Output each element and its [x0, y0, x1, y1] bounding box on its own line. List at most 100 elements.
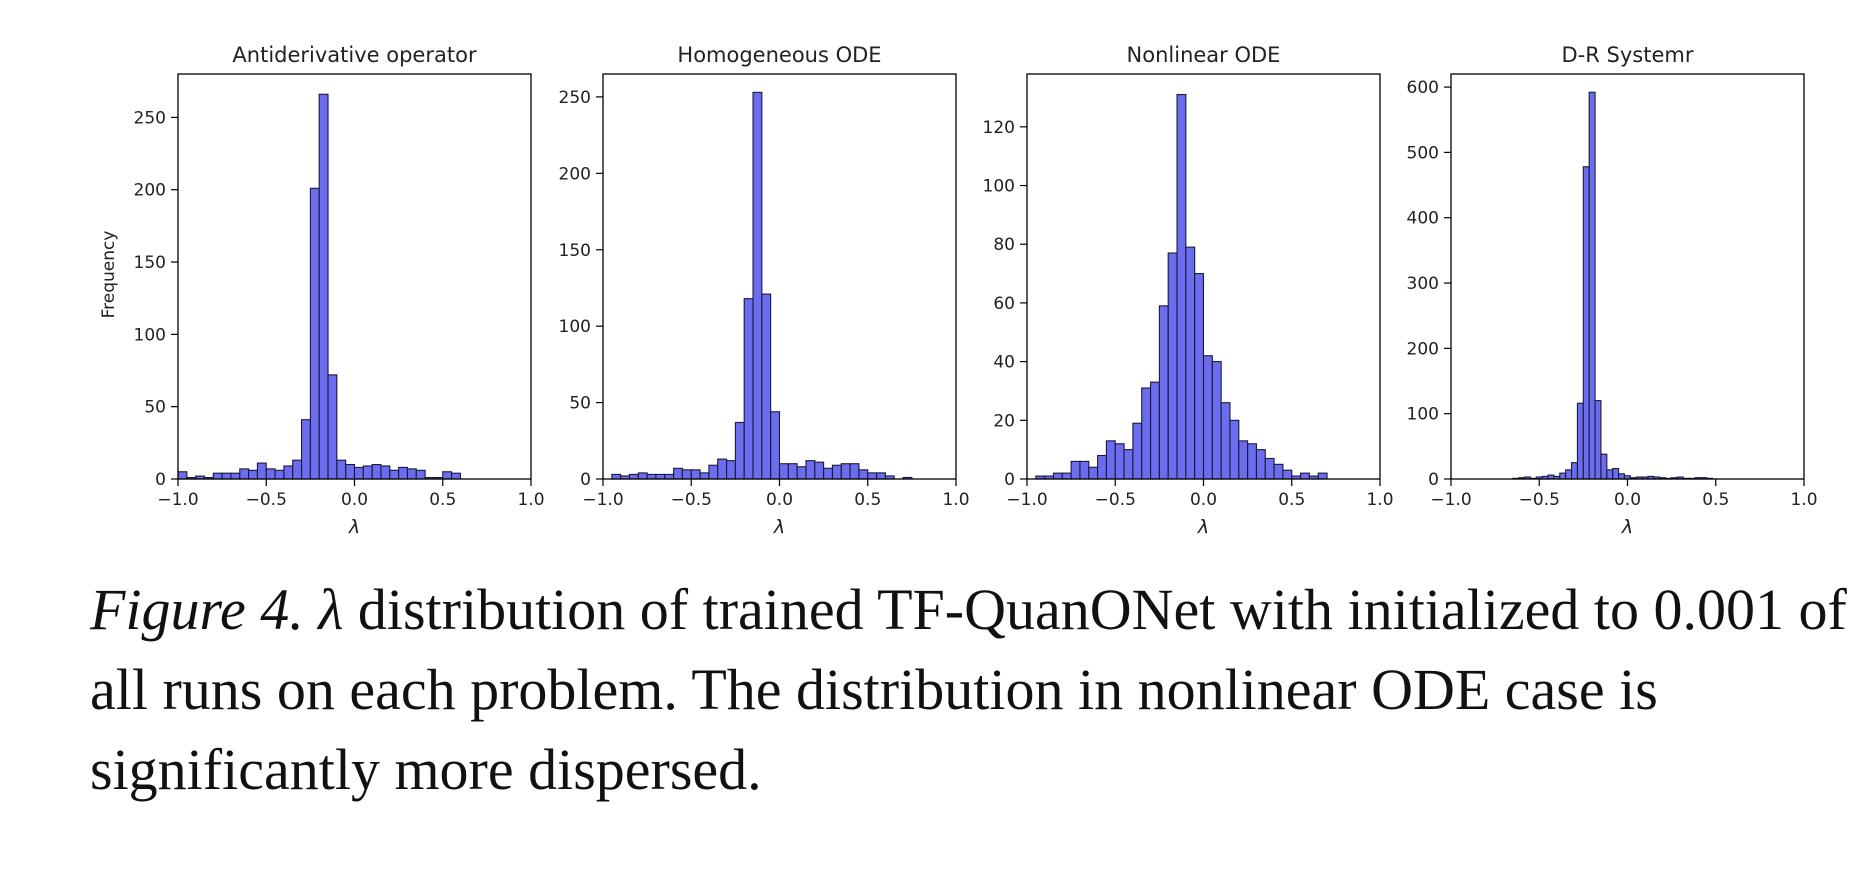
panel-title: Nonlinear ODE — [1127, 43, 1281, 67]
x-tick-label: 1.0 — [517, 490, 544, 510]
histogram-bar — [1114, 443, 1125, 480]
histogram-bar — [1559, 472, 1567, 480]
histogram-bar — [1565, 469, 1573, 480]
histogram-bar — [770, 411, 781, 480]
histogram-bar — [1264, 457, 1275, 480]
histogram-bar — [646, 473, 657, 480]
histogram-bar — [1317, 472, 1328, 480]
histogram-bar — [1097, 454, 1107, 480]
y-tick-label: 400 — [1407, 209, 1439, 229]
histogram-bar — [743, 298, 754, 480]
histogram-bar — [309, 187, 320, 480]
histogram-bar — [1088, 466, 1099, 480]
histogram-bar — [814, 461, 825, 480]
y-tick-label: 100 — [1407, 405, 1439, 425]
caption-text: distribution of trained TF-QuanONet with… — [90, 577, 1847, 802]
x-axis-label: λ — [348, 516, 360, 538]
histogram-bar — [1052, 472, 1063, 480]
histogram-bar — [1282, 469, 1293, 480]
histogram-bar — [1141, 387, 1152, 480]
histogram-bar — [1612, 467, 1620, 480]
histogram-bar — [778, 463, 789, 480]
histogram-bar — [1211, 361, 1222, 480]
histogram-bar — [1273, 463, 1284, 480]
histogram-bar — [230, 472, 241, 480]
histogram-bar — [274, 469, 285, 480]
histogram-bar — [734, 421, 745, 480]
histogram-bar — [239, 468, 250, 480]
y-tick-label: 50 — [569, 394, 591, 414]
histogram-bar — [787, 463, 798, 480]
y-tick-label: 100 — [559, 317, 591, 337]
histogram-bar — [1606, 469, 1614, 480]
plot-frame — [1450, 73, 1805, 480]
histogram-bar — [380, 465, 391, 480]
histogram-bar — [300, 419, 311, 480]
y-tick-label: 200 — [1407, 339, 1439, 359]
x-tick-label: 1.0 — [942, 490, 969, 510]
x-tick-label: −0.5 — [246, 490, 287, 510]
y-tick-label: 80 — [993, 235, 1015, 255]
y-tick-label: 0 — [155, 470, 166, 490]
histogram-bar — [265, 468, 276, 480]
x-tick-label: 0.0 — [341, 490, 368, 510]
histogram-bar — [717, 458, 728, 480]
histogram-bar — [637, 472, 648, 480]
histogram-bar — [664, 473, 675, 480]
histogram-bar — [681, 469, 692, 480]
panel-title: D-R Systemr — [1562, 43, 1694, 67]
histogram-bar — [1255, 449, 1266, 480]
histogram-bar — [1158, 305, 1169, 480]
histogram-bar — [1132, 422, 1143, 480]
histogram-bar — [1594, 400, 1602, 480]
x-tick-label: −0.5 — [1095, 490, 1136, 510]
histogram-bar — [831, 464, 842, 480]
histogram-bar — [1576, 402, 1584, 480]
histogram-bar — [1070, 460, 1081, 480]
histogram-bar — [212, 472, 223, 480]
y-tick-label: 50 — [144, 398, 166, 418]
histogram-bar — [345, 463, 356, 480]
histogram-bar — [1247, 443, 1258, 480]
histogram-bar — [1571, 462, 1578, 480]
panel-title: Antiderivative operator — [232, 43, 477, 67]
x-axis-label: λ — [773, 516, 785, 538]
histogram-bar — [611, 473, 622, 480]
y-tick-label: 60 — [993, 294, 1015, 314]
histogram-bar — [283, 465, 294, 480]
histogram-bar — [1582, 166, 1590, 480]
histogram-bar — [628, 473, 639, 480]
histogram-bar — [1079, 460, 1090, 480]
x-axis-label: λ — [1197, 516, 1209, 538]
histogram-bar — [406, 468, 417, 480]
histogram-bar — [1061, 472, 1072, 480]
histogram-panel-3: 0 20 40 60 80 100 120 −1.0 −0.5 0.0 0.5 1.0 Nonlinea… — [983, 43, 1394, 538]
histogram-bar — [292, 459, 303, 480]
histogram-bar — [849, 463, 860, 480]
histogram-panel-4: 0 100 200 300 400 500 600 −1.0 −0.5 0.0 0.5 1.0 D-R … — [1407, 43, 1818, 538]
histogram-bar — [248, 469, 258, 480]
histogram-bar — [752, 91, 763, 480]
figure-label: Figure 4. — [90, 577, 304, 642]
y-tick-label: 0 — [1428, 470, 1439, 490]
histogram-bar — [336, 459, 347, 480]
histogram-bar — [1167, 252, 1178, 480]
histogram-bar — [1600, 453, 1608, 480]
y-tick-label: 200 — [134, 181, 166, 201]
x-tick-label: 0.0 — [1190, 490, 1217, 510]
y-tick-label: 300 — [1407, 274, 1439, 294]
histogram-bar — [796, 466, 807, 480]
y-tick-label: 150 — [134, 253, 166, 273]
histogram-bar — [1123, 449, 1134, 480]
y-tick-label: 250 — [559, 88, 591, 108]
x-tick-label: 0.0 — [1614, 490, 1641, 510]
panel-title: Homogeneous ODE — [677, 43, 881, 67]
histogram-bar — [1220, 402, 1231, 480]
histogram-bar — [655, 473, 666, 480]
histogram-bar — [1185, 246, 1196, 480]
histogram-bar — [1202, 355, 1213, 480]
x-tick-label: −1.0 — [157, 490, 198, 510]
histogram-bar — [823, 467, 834, 480]
x-tick-label: −1.0 — [1006, 490, 1047, 510]
